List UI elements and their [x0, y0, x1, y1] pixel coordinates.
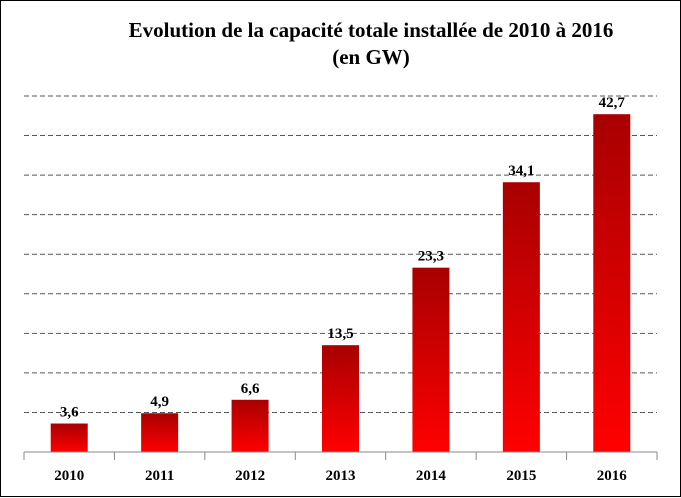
bars: 3,6 4,9 6,6 13,5 23,3 34,1 42,7 — [50, 95, 631, 452]
data-label: 23,3 — [418, 249, 444, 265]
bar — [593, 114, 631, 452]
bar — [231, 399, 269, 452]
data-label: 42,7 — [599, 95, 626, 111]
data-label: 6,6 — [241, 381, 260, 397]
x-tick-label: 2013 — [326, 468, 356, 484]
bar — [322, 345, 359, 452]
x-tick-label: 2015 — [506, 468, 536, 484]
bar — [502, 182, 540, 452]
x-axis: 2010 2011 2012 2013 2014 2015 2016 — [23, 451, 658, 484]
x-tick-label: 2012 — [235, 468, 265, 484]
bar — [412, 267, 450, 452]
x-tick-label: 2011 — [145, 468, 174, 484]
data-label: 4,9 — [150, 394, 169, 410]
data-label: 3,6 — [60, 405, 79, 421]
x-tick-label: 2014 — [416, 468, 447, 484]
data-label: 13,5 — [327, 326, 353, 342]
x-tick-label: 2016 — [597, 468, 628, 484]
chart-title-line: Evolution de la capacité totale installé… — [128, 18, 614, 42]
chart-title: Evolution de la capacité totale installé… — [71, 17, 671, 71]
bar — [141, 413, 179, 452]
chart-subtitle: (en GW) — [332, 45, 410, 69]
data-label: 34,1 — [508, 163, 534, 179]
bar — [50, 423, 88, 452]
x-tick-label: 2010 — [54, 468, 84, 484]
